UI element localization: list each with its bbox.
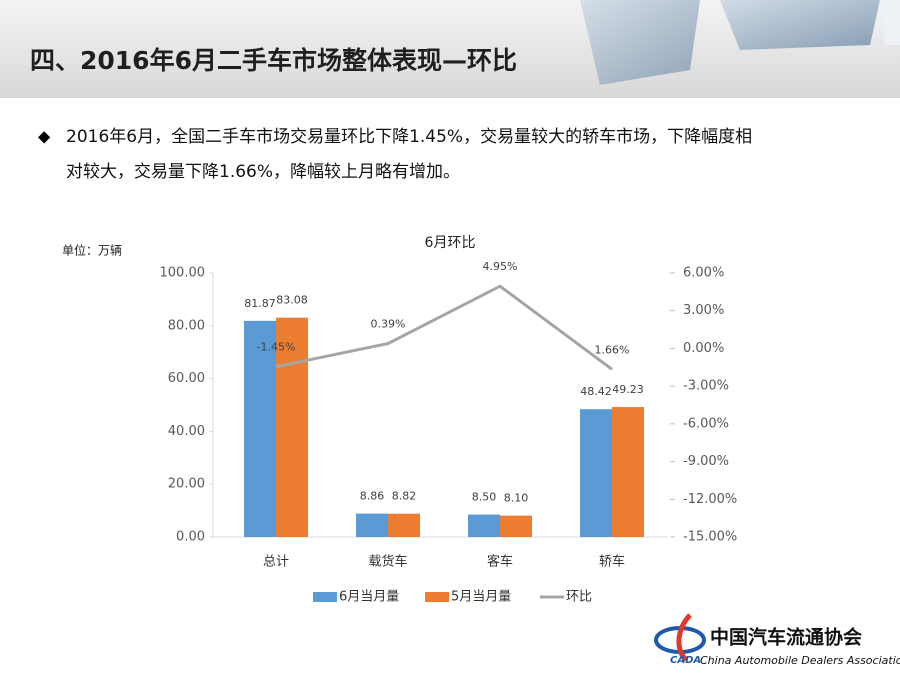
- bar-value-label: 83.08: [276, 294, 308, 307]
- y2-tick-label: 0.00%: [683, 341, 724, 356]
- y2-tick-label: -9.00%: [683, 454, 729, 469]
- logo-english: China Automobile Dealers Association: [700, 654, 900, 667]
- y-tick-label: 40.00: [168, 424, 205, 439]
- legend-label: 6月当月量: [339, 590, 399, 605]
- bar-value-label: 8.10: [504, 492, 529, 505]
- bar-value-label: 48.42: [580, 385, 612, 398]
- bar-value-label: 49.23: [612, 383, 644, 396]
- header-deco: [880, 0, 900, 45]
- y2-tick-label: -15.00%: [683, 530, 737, 545]
- x-tick-label: 总计: [263, 555, 289, 570]
- bar-value-label: 8.50: [472, 491, 497, 504]
- bar: [468, 514, 500, 537]
- header-deco: [580, 0, 700, 85]
- y2-tick-label: -12.00%: [683, 492, 737, 507]
- line-value-label: -1.45%: [257, 341, 296, 354]
- chart-title: 6月环比: [425, 235, 476, 251]
- logo-abbr: CADA: [670, 655, 701, 666]
- y2-tick-label: -6.00%: [683, 416, 729, 431]
- y-tick-label: 0.00: [176, 530, 205, 545]
- y-tick-label: 80.00: [168, 318, 205, 333]
- legend-swatch: [425, 592, 449, 602]
- x-tick-label: 载货车: [368, 554, 407, 570]
- line-value-label: 4.95%: [483, 260, 518, 273]
- bar: [612, 407, 644, 537]
- bullet-mark: ◆: [38, 127, 51, 146]
- bullet-text: 对较大，交易量下降1.66%，降幅较上月略有增加。: [66, 162, 460, 182]
- line-value-label: 0.39%: [371, 318, 406, 331]
- logo-swoosh: [676, 613, 692, 662]
- logo: CADA 中国汽车流通协会 China Automobile Dealers A…: [654, 613, 900, 667]
- y2-tick-label: 3.00%: [683, 303, 724, 318]
- line-value-label: 1.66%: [595, 343, 630, 356]
- legend-swatch: [313, 592, 337, 602]
- bar: [388, 513, 420, 537]
- bar-value-label: 8.86: [360, 490, 385, 503]
- bar: [500, 515, 532, 537]
- unit-label: 单位：万辆: [62, 243, 122, 258]
- slide-title: 四、2016年6月二手车市场整体表现—环比: [30, 46, 517, 75]
- bar-value-label: 81.87: [244, 297, 276, 310]
- y-tick-label: 60.00: [168, 371, 205, 386]
- bullet-text: 2016年6月，全国二手车市场交易量环比下降1.45%，交易量较大的轿车市场，下…: [66, 127, 752, 147]
- bar-value-label: 8.82: [392, 490, 417, 503]
- plot: 0.00 20.00 40.00 60.00 80.00 100.00 -15.00% -12…: [160, 260, 738, 604]
- x-tick-label: 客车: [487, 554, 513, 570]
- x-tick-label: 轿车: [599, 554, 625, 570]
- legend-label: 5月当月量: [451, 590, 511, 605]
- line: [275, 284, 613, 371]
- bar: [244, 320, 276, 537]
- logo-name: 中国汽车流通协会: [710, 626, 862, 649]
- y-tick-label: 20.00: [168, 477, 205, 492]
- bar: [276, 317, 308, 537]
- bar: [580, 409, 612, 537]
- y2-tick-label: 6.00%: [683, 266, 724, 281]
- y-tick-label: 100.00: [160, 266, 206, 281]
- bar: [356, 513, 388, 537]
- legend-label: 环比: [566, 590, 592, 605]
- header-deco: [720, 0, 880, 50]
- y2-tick-label: -3.00%: [683, 379, 729, 394]
